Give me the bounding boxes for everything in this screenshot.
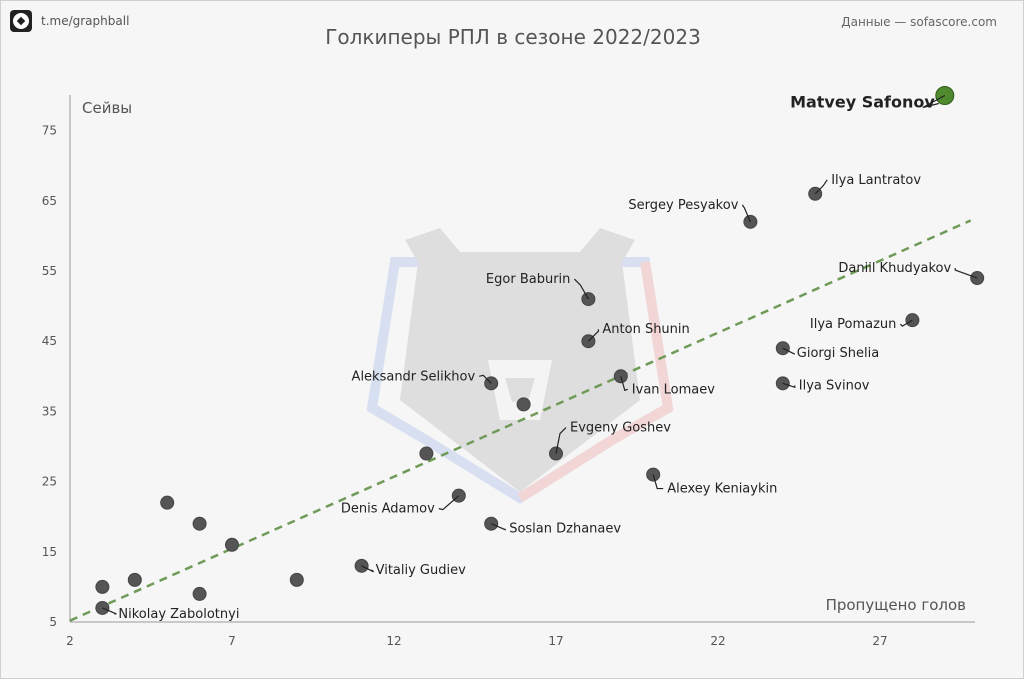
y-tick-label: 15 xyxy=(42,545,57,559)
label-leader-line xyxy=(741,204,751,223)
point-label: Evgeny Goshev xyxy=(570,421,671,436)
data-point xyxy=(160,495,175,510)
x-tick-label: 22 xyxy=(710,634,725,648)
data-source: Данные — sofascore.com xyxy=(841,15,997,29)
y-tick-label: 35 xyxy=(42,404,57,418)
point-label: Ilya Lantratov xyxy=(831,173,921,188)
label-leader-line xyxy=(922,94,946,109)
label-leader-line xyxy=(479,374,492,384)
data-point xyxy=(127,572,142,587)
x-tick-label: 7 xyxy=(228,634,236,648)
point-label: Matvey Safonov xyxy=(790,93,935,112)
trend-line xyxy=(69,219,972,622)
point-label: Nikolay Zabolotnyi xyxy=(118,607,239,622)
channel-handle[interactable]: t.me/graphball xyxy=(41,14,130,28)
data-point xyxy=(192,586,207,601)
point-label: Ivan Lomaev xyxy=(632,382,715,397)
point-label: Ilya Svinov xyxy=(799,378,870,393)
data-point xyxy=(95,579,110,594)
point-label: Giorgi Shelia xyxy=(797,346,879,361)
label-leader-line xyxy=(782,382,796,389)
data-labels: Matvey Safonov Ilya Lantratov Sergey Pesya… xyxy=(102,93,978,622)
point-label: Sergey Pesyakov xyxy=(628,198,738,213)
y-tick-label: 45 xyxy=(42,334,57,348)
point-label: Denis Adamov xyxy=(341,502,435,517)
data-point xyxy=(225,537,239,552)
y-tick-label: 65 xyxy=(42,194,57,208)
point-label: Alexey Keniaykin xyxy=(667,482,777,497)
x-tick-label: 27 xyxy=(872,634,887,648)
data-point xyxy=(516,397,531,412)
data-point xyxy=(192,516,207,531)
y-axis-ticks: 5 15 25 35 45 55 65 75 xyxy=(42,124,57,629)
label-leader-line xyxy=(555,427,567,454)
data-point xyxy=(289,572,304,587)
label-leader-line xyxy=(652,474,664,490)
label-leader-line xyxy=(899,319,913,327)
x-axis-ticks: 2 7 12 17 22 27 xyxy=(66,634,887,648)
y-tick-label: 25 xyxy=(42,475,57,489)
x-tick-label: 17 xyxy=(548,634,563,648)
data-point xyxy=(419,446,434,461)
label-leader-line xyxy=(587,329,600,342)
label-leader-line xyxy=(620,376,628,392)
point-label: Soslan Dzhanaev xyxy=(509,522,621,537)
soccer-ball-icon xyxy=(10,10,32,32)
y-tick-label: 5 xyxy=(49,615,57,629)
point-label: Egor Baburin xyxy=(486,272,570,287)
y-axis-title: Сейвы xyxy=(82,99,132,117)
x-tick-label: 2 xyxy=(66,634,74,648)
label-leader-line xyxy=(490,523,506,531)
label-leader-line xyxy=(361,565,375,573)
label-leader-line xyxy=(438,495,460,511)
label-leader-line xyxy=(782,347,796,355)
point-label: Ilya Pomazun xyxy=(810,317,897,332)
y-tick-label: 55 xyxy=(42,264,57,278)
x-axis-title: Пропущено голов xyxy=(826,596,966,614)
label-leader-line xyxy=(814,179,828,195)
point-label: Aleksandr Selikhov xyxy=(352,369,476,384)
point-label: Vitaliy Gudiev xyxy=(376,563,467,578)
label-leader-line xyxy=(954,268,978,279)
x-tick-label: 12 xyxy=(386,634,401,648)
label-leader-line xyxy=(573,278,589,300)
bear-watermark-icon xyxy=(366,228,674,504)
label-leader-line xyxy=(102,607,117,615)
point-label: Daniil Khudyakov xyxy=(838,261,951,276)
point-label: Anton Shunin xyxy=(602,322,689,337)
chart-title: Голкиперы РПЛ в сезоне 2022/2023 xyxy=(325,25,701,49)
y-tick-label: 75 xyxy=(42,124,57,138)
